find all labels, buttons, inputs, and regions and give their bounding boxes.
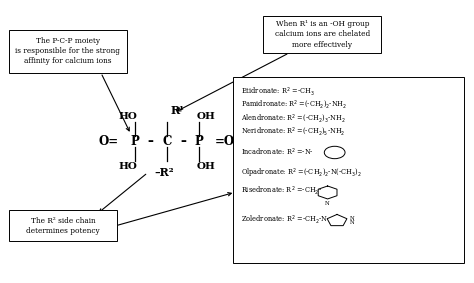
- Text: =O: =O: [215, 135, 235, 148]
- Text: –: –: [180, 135, 186, 148]
- FancyBboxPatch shape: [9, 211, 117, 241]
- Text: HO: HO: [118, 162, 137, 171]
- Text: N: N: [350, 220, 355, 224]
- Text: The R² side chain
determines potency: The R² side chain determines potency: [26, 217, 100, 235]
- Text: –R²: –R²: [155, 168, 174, 178]
- Text: N: N: [325, 201, 330, 206]
- Text: Alendronate: R$^2$ =(-CH$_2$)$_3$-NH$_2$: Alendronate: R$^2$ =(-CH$_2$)$_3$-NH$_2$: [241, 112, 346, 124]
- Text: –: –: [148, 135, 154, 148]
- Text: Etidronate: R$^2$ =-CH$_3$: Etidronate: R$^2$ =-CH$_3$: [241, 85, 315, 98]
- Text: Neridronate: R$^2$ =(-CH$_2$)$_5$-NH$_2$: Neridronate: R$^2$ =(-CH$_2$)$_5$-NH$_2$: [241, 126, 346, 138]
- Text: Incadronate: R$^2$ =-N-: Incadronate: R$^2$ =-N-: [241, 146, 314, 158]
- Text: R¹: R¹: [171, 105, 184, 115]
- Text: When R¹ is an -OH group
calcium ions are chelated
more effectively: When R¹ is an -OH group calcium ions are…: [275, 20, 370, 49]
- Text: O=: O=: [99, 135, 119, 148]
- Text: N: N: [350, 216, 355, 221]
- Text: P: P: [194, 135, 203, 148]
- Text: Zoledronate: R$^2$ =-CH$_2$-N: Zoledronate: R$^2$ =-CH$_2$-N: [241, 214, 328, 226]
- Text: Olpadronate: R$^2$ =(-CH$_2$)$_2$-N(-CH$_3$)$_2$: Olpadronate: R$^2$ =(-CH$_2$)$_2$-N(-CH$…: [241, 167, 362, 180]
- Text: The P-C-P moiety
is responsible for the strong
affinity for calcium ions: The P-C-P moiety is responsible for the …: [15, 37, 120, 65]
- FancyBboxPatch shape: [233, 77, 464, 263]
- Text: Risedronate: R$^2$ =-CH$_2$-: Risedronate: R$^2$ =-CH$_2$-: [241, 185, 322, 197]
- Text: HO: HO: [118, 112, 137, 121]
- FancyBboxPatch shape: [264, 16, 382, 53]
- Text: Pamidronate: R$^2$ =(-CH$_2$)$_2$-NH$_2$: Pamidronate: R$^2$ =(-CH$_2$)$_2$-NH$_2$: [241, 99, 347, 110]
- Text: P: P: [130, 135, 139, 148]
- Text: C: C: [162, 135, 172, 148]
- FancyBboxPatch shape: [9, 30, 127, 72]
- Text: OH: OH: [197, 112, 215, 121]
- Text: OH: OH: [197, 162, 215, 171]
